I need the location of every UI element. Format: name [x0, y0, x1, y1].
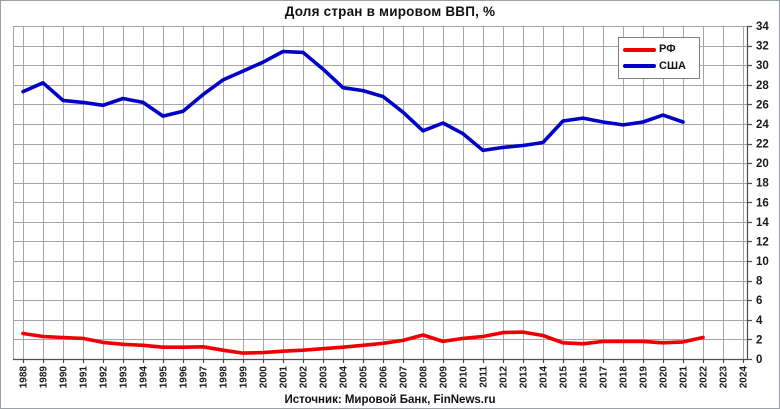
x-tick-label: 1994 — [139, 366, 150, 389]
x-tick-label: 2016 — [579, 366, 590, 389]
legend: РФ США — [618, 37, 700, 79]
x-tick-label: 2000 — [259, 366, 270, 389]
x-tick-label: 2006 — [379, 366, 390, 389]
legend-label-rf: РФ — [659, 43, 676, 56]
x-tick-label: 2023 — [719, 366, 730, 389]
x-tick-label: 2011 — [479, 366, 490, 388]
chart-title: Доля стран в мировом ВВП, % — [284, 4, 496, 19]
usa-line-swatch — [623, 64, 656, 69]
x-tick-label: 2009 — [439, 366, 450, 389]
x-tick-label: 2005 — [359, 366, 370, 389]
x-tick-label: 2018 — [619, 366, 630, 389]
x-tick-label: 2013 — [519, 366, 530, 389]
x-tick-label: 1995 — [159, 366, 170, 389]
x-tick-label: 2020 — [659, 366, 670, 389]
x-tick-label: 2021 — [679, 366, 690, 389]
y-tick-label: 22 — [756, 139, 769, 151]
y-tick-label: 26 — [756, 99, 769, 111]
x-tick-label: 2004 — [339, 366, 350, 389]
x-tick-label: 1999 — [239, 366, 250, 389]
y-tick-label: 20 — [756, 158, 769, 170]
x-tick-label: 2001 — [279, 366, 290, 389]
y-tick-label: 24 — [756, 119, 769, 131]
x-tick-label: 2022 — [699, 366, 710, 389]
x-tick-label: 2003 — [319, 366, 330, 389]
legend-item-rf: РФ — [623, 44, 695, 55]
rf-series-line — [21, 330, 705, 355]
x-tick-label: 1991 — [79, 366, 90, 389]
y-tick-label: 34 — [756, 21, 769, 33]
y-tick-label: 4 — [756, 315, 763, 327]
x-tick-label: 1992 — [99, 366, 110, 389]
x-tick-label: 2019 — [639, 366, 650, 389]
y-tick-label: 2 — [756, 334, 762, 346]
axes — [13, 25, 752, 363]
x-tick-label: 2015 — [559, 366, 570, 389]
x-tick-label: 2017 — [599, 366, 610, 389]
usa-series-line — [21, 49, 685, 153]
y-tick-label: 16 — [756, 197, 769, 209]
y-tick-label: 28 — [756, 80, 769, 92]
x-tick-label: 2024 — [739, 366, 750, 389]
rf-line-swatch — [623, 47, 656, 52]
y-tick-label: 8 — [756, 276, 763, 288]
x-tick-label: 2007 — [399, 366, 410, 389]
x-axis-labels: 1988 1989 1990 1991 1992 1993 1994 1995 1996 1997… — [19, 366, 750, 389]
y-tick-label: 0 — [756, 354, 762, 366]
x-tick-label: 1998 — [219, 366, 230, 389]
y-tick-label: 12 — [756, 236, 769, 248]
y-tick-label: 32 — [756, 41, 769, 53]
x-tick-label: 2012 — [499, 366, 510, 389]
legend-item-usa: США — [623, 59, 695, 72]
x-tick-label: 1989 — [39, 366, 50, 389]
y-tick-label: 18 — [756, 178, 769, 190]
y-tick-label: 30 — [756, 60, 769, 72]
legend-label-usa: США — [659, 59, 686, 72]
y-tick-label: 10 — [756, 256, 769, 268]
source-note: Источник: Мировой Банк, FinNews.ru — [284, 394, 496, 406]
x-tick-label: 1988 — [19, 366, 30, 389]
x-tick-label: 2014 — [539, 366, 550, 389]
x-tick-label: 1996 — [179, 366, 190, 389]
x-tick-label: 2010 — [459, 366, 470, 389]
x-tick-label: 1997 — [199, 366, 210, 389]
x-tick-label: 2002 — [299, 366, 310, 389]
x-tick-label: 1990 — [59, 366, 70, 389]
y-tick-label: 6 — [756, 295, 762, 307]
x-tick-label: 2008 — [419, 366, 430, 389]
x-tick-label: 1993 — [119, 366, 130, 389]
y-tick-label: 14 — [756, 217, 769, 229]
